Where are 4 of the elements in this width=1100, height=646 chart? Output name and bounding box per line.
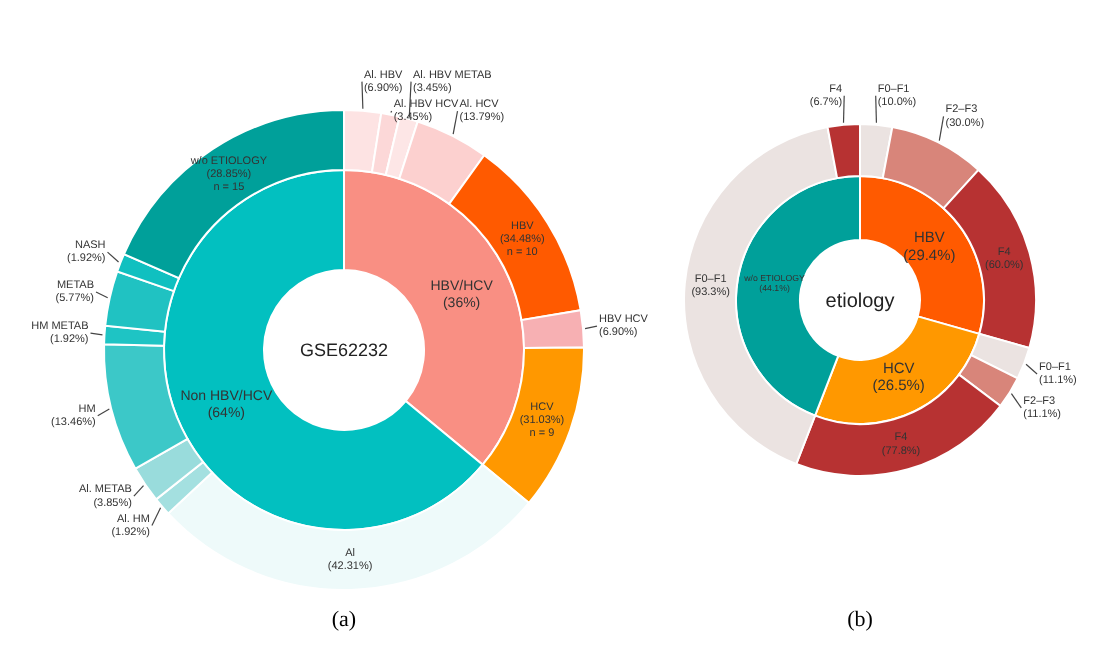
text: etiology <box>825 291 895 313</box>
text: (b) <box>847 608 874 632</box>
text: (a) <box>331 608 357 632</box>
text: GSE62232 <box>299 340 389 361</box>
